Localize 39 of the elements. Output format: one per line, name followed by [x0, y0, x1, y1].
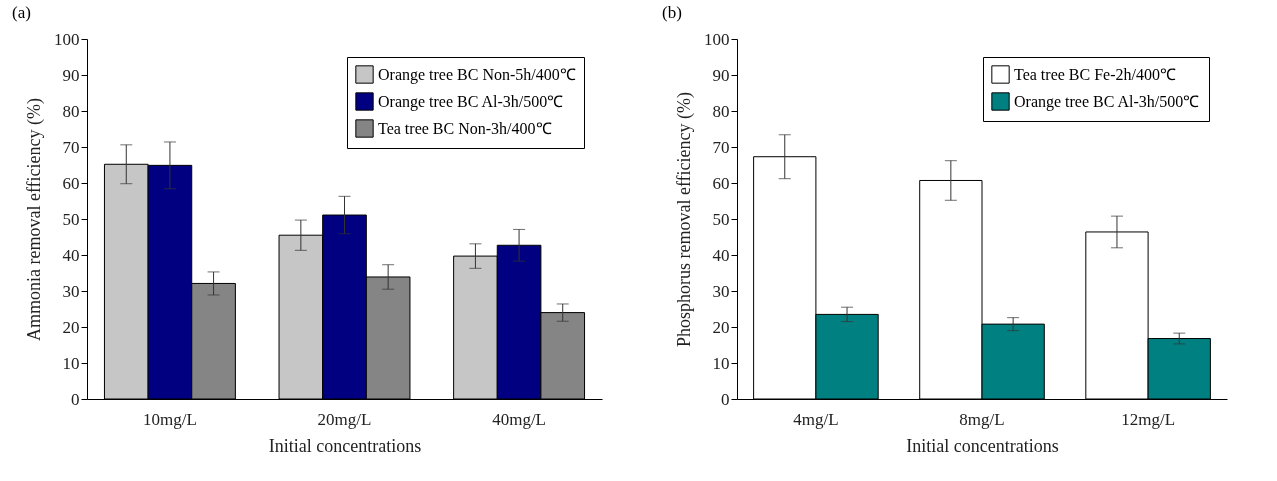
y-tick-label: 80 — [62, 101, 80, 121]
y-tick-label: 10 — [62, 353, 80, 373]
y-axis-title: Phosphorus removal efficiency (%) — [674, 91, 695, 348]
y-tick-label: 50 — [712, 209, 730, 229]
y-tick-label: 60 — [712, 173, 730, 193]
y-tick-label: 90 — [62, 65, 80, 85]
y-tick-label: 20 — [712, 317, 730, 337]
legend-label: Tea tree BC Non-3h/400℃ — [378, 119, 552, 137]
x-axis-title: Initial concentrations — [268, 435, 422, 456]
y-tick-label: 50 — [62, 209, 80, 229]
x-tick-label: 8mg/L — [959, 409, 1005, 429]
legend-label: Orange tree BC Al-3h/500℃ — [378, 92, 564, 111]
y-tick-label: 30 — [62, 281, 80, 301]
legend-label: Orange tree BC Al-3h/500℃ — [1014, 92, 1200, 111]
legend-label: Tea tree BC Fe-2h/400℃ — [1014, 65, 1176, 83]
y-axis-title: Ammonia removal efficiency (%) — [24, 97, 45, 342]
y-tick-label: 60 — [62, 173, 80, 193]
chart-title: (a) — [12, 3, 31, 22]
x-tick-label: 4mg/L — [793, 409, 839, 429]
y-tick-label: 40 — [712, 245, 730, 265]
y-tick-label: 80 — [712, 101, 730, 121]
y-tick-label: 70 — [712, 137, 730, 157]
y-tick-label: 0 — [71, 389, 80, 409]
chart-title: (b) — [662, 3, 682, 22]
y-tick-label: 20 — [62, 317, 80, 337]
y-tick-label: 0 — [721, 389, 730, 409]
x-tick-label: 10mg/L — [143, 409, 197, 429]
y-tick-label: 70 — [62, 137, 80, 157]
x-tick-label: 20mg/L — [317, 409, 372, 429]
y-tick-label: 100 — [704, 29, 730, 49]
y-tick-label: 10 — [712, 353, 730, 373]
x-tick-label: 40mg/L — [492, 409, 546, 429]
y-tick-label: 40 — [62, 245, 80, 265]
y-tick-label: 30 — [712, 281, 730, 301]
legend-label: Orange tree BC Non-5h/400℃ — [378, 65, 576, 84]
x-tick-label: 12mg/L — [1121, 409, 1176, 429]
y-tick-label: 90 — [712, 65, 730, 85]
y-tick-label: 100 — [54, 29, 80, 49]
x-axis-title: Initial concentrations — [906, 435, 1059, 456]
